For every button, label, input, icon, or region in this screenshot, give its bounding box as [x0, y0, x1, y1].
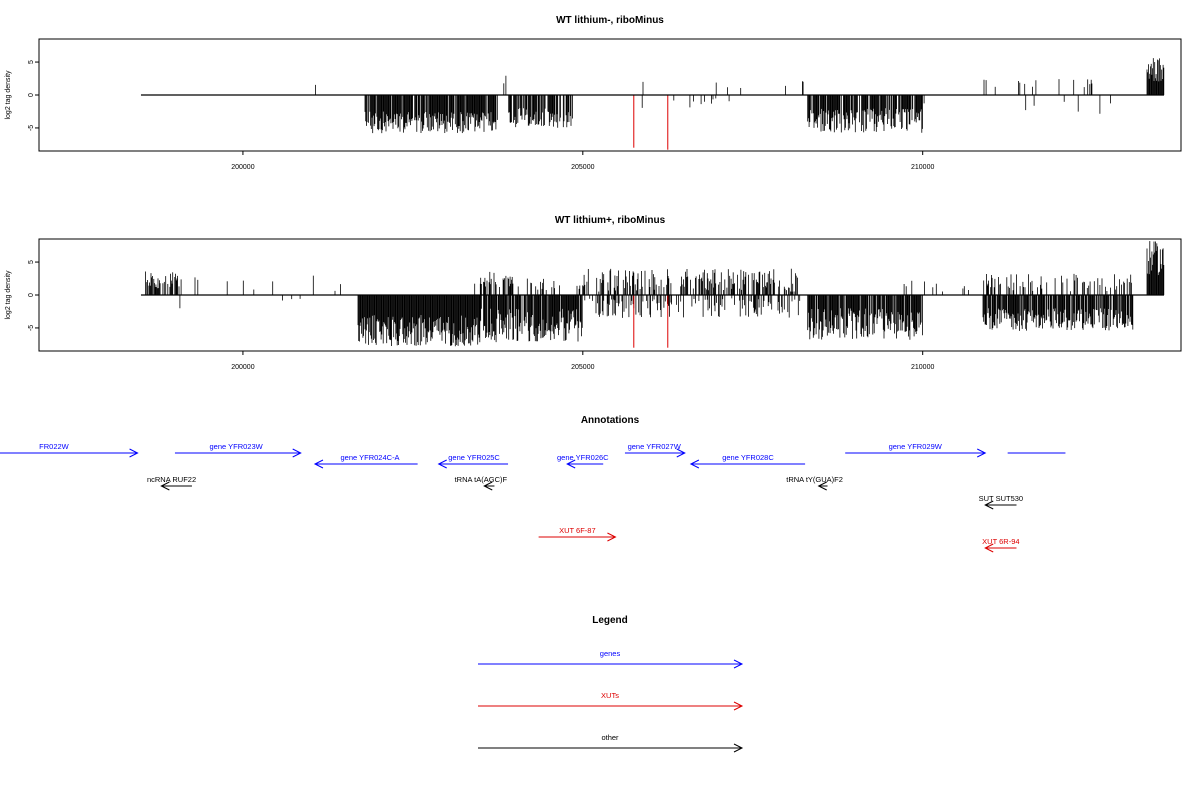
feature-label: tRNA tY(GUA)F2: [786, 475, 843, 484]
feature-label: SUT SUT530: [979, 494, 1023, 503]
legend-title: Legend: [592, 615, 628, 626]
arrow-head: [977, 448, 987, 458]
arrow-head: [160, 481, 170, 491]
feature-label: gene YFR028C: [722, 453, 774, 462]
feature-label: gene YFR026C: [557, 453, 609, 462]
arrow-head: [313, 459, 324, 469]
arrow-head: [566, 459, 576, 469]
panel1-ylabel: log2 tag density: [5, 70, 12, 120]
annotation-feature: gene YFR023W: [174, 442, 302, 458]
y-tick-label: 5: [28, 260, 35, 264]
annotation-feature: tRNA tY(GUA)F2: [786, 475, 843, 491]
y-tick-label: 0: [28, 93, 35, 97]
annotation-feature: gene YFR024C-A: [313, 453, 418, 469]
feature-label: ncRNA RUF22: [147, 475, 196, 484]
annotation-feature: XUT 6F-87: [538, 526, 617, 542]
panel2-title: WT lithium+, riboMinus: [555, 215, 666, 226]
annotation-feature: ncRNA RUF22: [147, 475, 196, 491]
legend-items: genes XUTs other: [478, 649, 744, 753]
y-tick-label: -5: [28, 125, 35, 131]
annotation-feature: gene YFR029W: [845, 442, 987, 458]
arrow-head: [676, 448, 686, 458]
arrow-head: [984, 500, 994, 510]
annotation-feature: tRNA tA(AGC)F: [455, 475, 508, 491]
panel2-bars: [144, 241, 1165, 348]
feature-label: gene YFR023W: [210, 442, 264, 451]
annotations-title: Annotations: [581, 415, 640, 426]
arrow-head: [437, 459, 447, 469]
feature-label: gene YFR024C-A: [341, 453, 400, 462]
annotation-feature: gene YFR028C: [689, 453, 806, 469]
panel-lithium-minus: WT lithium-, riboMinus -5 0 5 200000 205000…: [5, 15, 1182, 171]
annotation-feature: gene YFR025C: [437, 453, 509, 469]
panel1-bars: [314, 58, 1165, 150]
y-tick-label: -5: [28, 325, 35, 331]
feature-label: FR022W: [39, 442, 70, 451]
legend-item: genes: [478, 649, 744, 669]
feature-label: gene YFR025C: [448, 453, 500, 462]
panel2-ylabel: log2 tag density: [5, 270, 12, 320]
panel1-y-axis: -5 0 5: [28, 60, 39, 131]
feature-label: XUT 6R-94: [982, 537, 1019, 546]
annotation-feature: XUT 6R-94: [982, 537, 1020, 553]
arrow-head: [984, 543, 994, 553]
x-tick-label: 200000: [231, 164, 254, 171]
feature-label: gene YFR029W: [889, 442, 943, 451]
arrow-head: [689, 459, 700, 469]
arrow-head: [733, 659, 744, 669]
panel-lithium-plus: WT lithium+, riboMinus -5 0 5 200000 205000…: [5, 215, 1182, 371]
arrow-head: [607, 532, 617, 542]
feature-label: tRNA tA(AGC)F: [455, 475, 508, 484]
legend-item: XUTs: [478, 691, 744, 711]
panel2-y-axis: -5 0 5: [28, 260, 39, 331]
feature-label: XUT 6F-87: [559, 526, 596, 535]
legend: Legend genes XUTs other: [478, 615, 744, 753]
x-tick-label: 200000: [231, 364, 254, 371]
annotation-feature: gene YFR026C: [557, 453, 609, 469]
arrow-head: [129, 448, 139, 458]
legend-item: other: [478, 733, 744, 753]
legend-label: genes: [600, 649, 621, 658]
arrow-head: [483, 481, 493, 491]
arrow-head: [733, 743, 744, 753]
y-tick-label: 0: [28, 293, 35, 297]
panel1-x-axis: 200000 205000 210000: [231, 151, 934, 171]
annotation-features: FR022W gene YFR023W gene YFR024C-A gene YFR…: [0, 442, 1066, 553]
annotation-feature: SUT SUT530: [979, 494, 1023, 510]
annotation-feature: gene YFR027W: [624, 442, 686, 458]
arrow-head: [292, 448, 302, 458]
annotations-track: Annotations FR022W gene YFR023W gene YFR02…: [0, 415, 1066, 553]
panel2-x-axis: 200000 205000 210000: [231, 351, 934, 371]
annotation-feature: FR022W: [0, 442, 139, 458]
x-tick-label: 210000: [911, 164, 934, 171]
arrow-head: [817, 481, 827, 491]
x-tick-label: 205000: [571, 364, 594, 371]
feature-label: gene YFR027W: [628, 442, 682, 451]
legend-label: XUTs: [601, 691, 619, 700]
arrow-head: [733, 701, 744, 711]
x-tick-label: 210000: [911, 364, 934, 371]
y-tick-label: 5: [28, 60, 35, 64]
x-tick-label: 205000: [571, 164, 594, 171]
legend-label: other: [601, 733, 619, 742]
panel1-title: WT lithium-, riboMinus: [556, 15, 664, 26]
